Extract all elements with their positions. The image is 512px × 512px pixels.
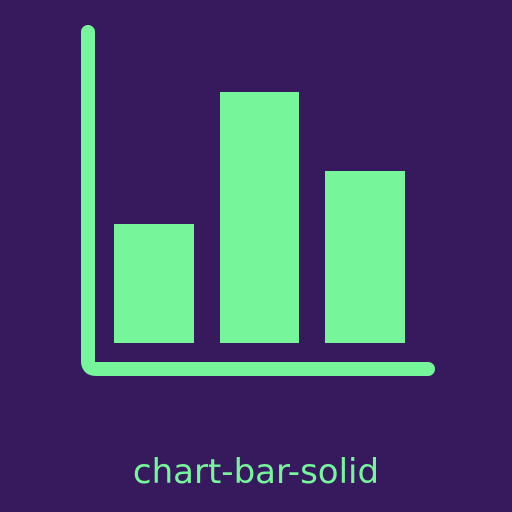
bar-tall	[220, 92, 299, 343]
bar-short	[114, 224, 194, 343]
chart-axes	[81, 25, 435, 376]
bar-medium	[325, 171, 405, 343]
icon-name-label: chart-bar-solid	[132, 452, 380, 492]
